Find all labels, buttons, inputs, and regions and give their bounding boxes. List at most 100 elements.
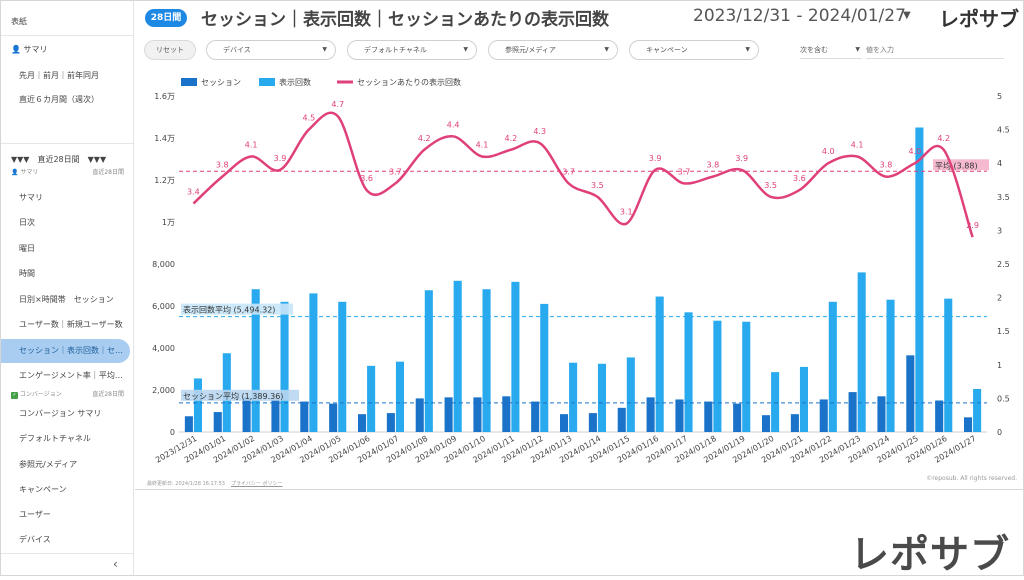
- check-icon: ✓: [11, 392, 18, 399]
- person-icon: 👤: [11, 45, 21, 54]
- filter-label: デフォルトチャネル: [364, 46, 427, 54]
- sidebar-item-engagement[interactable]: エンゲージメント率｜平均…: [1, 365, 134, 387]
- campaign-filter[interactable]: キャンペーン ▼: [629, 40, 759, 60]
- sidebar-item-sessions-pageviews[interactable]: セッション｜表示回数｜セ…: [1, 339, 130, 363]
- sidebar-group-summary: 👤 サマリ 直近28日間: [1, 167, 134, 179]
- pageviews-bar: [597, 363, 607, 432]
- ratio-data-label: 3.5: [764, 181, 777, 190]
- ratio-data-label: 3.8: [216, 161, 229, 170]
- ratio-data-label: 3.7: [562, 167, 575, 176]
- sidebar-item-compare[interactable]: 先月｜前月｜前年同月: [1, 65, 134, 87]
- sidebar-item-day-hour-sessions[interactable]: 日別×時間帯 セッション: [1, 289, 134, 311]
- brand-watermark: レポサブ: [850, 533, 1011, 578]
- chart-canvas: セッション 表示回数 セッションあたりの表示回数 0 2,000 4,000 6,000 8,…: [152, 77, 1010, 465]
- ratio-data-label: 4.2: [504, 134, 517, 143]
- sidebar-item-label: 表紙: [11, 17, 27, 26]
- filter-label: キャンペーン: [646, 46, 688, 54]
- sessions-bar: [646, 397, 655, 432]
- sidebar-item-label: コンバージョン サマリ: [19, 409, 102, 418]
- reset-button[interactable]: リセット: [144, 40, 196, 60]
- sidebar-group-label: コンバージョン: [19, 391, 62, 398]
- pageviews-bar: [395, 361, 405, 432]
- sidebar-section-28d[interactable]: ▼▼▼ 直近28日間 ▼▼▼: [1, 149, 134, 171]
- pageviews-bar: [309, 293, 318, 432]
- sessions-bar: [848, 392, 857, 432]
- sidebar-item-summary-top[interactable]: 👤 サマリ: [1, 39, 134, 61]
- sidebar-item-default-channel[interactable]: デフォルトチャネル: [1, 428, 134, 450]
- person-icon: 👤: [11, 169, 19, 176]
- sidebar-item-device[interactable]: デバイス: [1, 529, 134, 551]
- ratio-data-label: 3.1: [620, 208, 633, 217]
- pageviews-bar: [569, 362, 578, 432]
- ratio-data-label: 4.0: [822, 147, 835, 156]
- sidebar-item-label: 先月｜前月｜前年同月: [19, 71, 99, 80]
- sidebar-item-weekday[interactable]: 曜日: [1, 238, 134, 260]
- sidebar-item-six-month[interactable]: 直近６カ月間（週次）: [1, 89, 134, 111]
- y-axis-left-tick: 1万: [162, 218, 175, 227]
- sidebar-item-label: ユーザー: [19, 510, 51, 519]
- sessions-bar: [531, 401, 540, 432]
- last-updated: 最終更新日: 2024/1/28 16:17:53: [147, 481, 225, 487]
- pageviews-bar: [338, 301, 347, 432]
- privacy-link[interactable]: プライバシー ポリシー: [231, 481, 283, 487]
- ratio-data-label: 3.4: [187, 188, 200, 197]
- period-badge[interactable]: 28日間: [145, 9, 187, 27]
- sidebar-item-label: 参照元/メディア: [19, 460, 78, 469]
- y-axis-right-tick: 1.5: [997, 327, 1010, 336]
- chevron-down-icon: ▼: [463, 46, 468, 53]
- y-axis-right-tick: 5: [997, 92, 1002, 101]
- sidebar-item-campaign[interactable]: キャンペーン: [1, 479, 134, 501]
- sessions-bar: [675, 399, 684, 432]
- sidebar-item-source-medium[interactable]: 参照元/メディア: [1, 454, 134, 476]
- chevron-down-icon[interactable]: ▼: [903, 10, 911, 21]
- legend-label: セッションあたりの表示回数: [357, 77, 461, 87]
- collapse-sidebar-icon[interactable]: ‹: [113, 557, 118, 571]
- pageviews-bar: [424, 290, 433, 432]
- pageviews-bar: [973, 388, 982, 432]
- divider: [1, 143, 134, 144]
- filter-value-input[interactable]: [866, 41, 1004, 59]
- sidebar-item-label: ユーザー数｜新規ユーザー数: [19, 320, 123, 329]
- sidebar-section-label: ▼▼▼ 直近28日間 ▼▼▼: [11, 155, 107, 164]
- sidebar-item-conversion-summary[interactable]: コンバージョン サマリ: [1, 403, 134, 425]
- sidebar-item-summary[interactable]: サマリ: [1, 187, 134, 209]
- pageviews-average-label-bg: [181, 303, 293, 315]
- y-axis-left-tick: 0: [170, 428, 175, 437]
- legend-swatch: [181, 78, 197, 86]
- sidebar-item-label: デバイス: [19, 535, 51, 544]
- page-title: セッション｜表示回数｜セッションあたりの表示回数: [201, 10, 609, 30]
- sidebar-item-label: 直近６カ月間（週次）: [19, 95, 99, 104]
- sidebar-item-daily[interactable]: 日次: [1, 212, 134, 234]
- filter-label: デバイス: [223, 46, 251, 54]
- sessions-bar: [473, 397, 482, 432]
- date-range-picker[interactable]: 2023/12/31 - 2024/01/27: [693, 6, 906, 26]
- ratio-data-label: 2.9: [966, 221, 979, 230]
- ratio-data-label: 3.8: [880, 161, 893, 170]
- device-filter[interactable]: デバイス ▼: [206, 40, 336, 60]
- pageviews-bar: [857, 272, 866, 432]
- sessions-average-label-bg: [181, 389, 299, 401]
- chevron-down-icon: ▼: [745, 46, 750, 53]
- ratio-line: [192, 111, 974, 238]
- match-type-select[interactable]: 次を含む ▼: [800, 41, 862, 59]
- sessions-bar: [877, 396, 886, 432]
- source-filter[interactable]: 参照元/メディア ▼: [488, 40, 618, 60]
- pageviews-bar: [713, 320, 722, 432]
- y-axis-left-tick: 2,000: [152, 386, 175, 395]
- pageviews-bar: [511, 281, 520, 432]
- sessions-bar: [386, 413, 395, 432]
- legend-swatch: [259, 78, 275, 86]
- pageviews-bar: [742, 321, 751, 432]
- channel-filter[interactable]: デフォルトチャネル ▼: [347, 40, 477, 60]
- y-axis-right-tick: 2.5: [997, 260, 1010, 269]
- ratio-data-label: 3.7: [678, 167, 691, 176]
- sidebar-item-users[interactable]: ユーザー数｜新規ユーザー数: [1, 314, 134, 336]
- sessions-bar: [329, 403, 338, 432]
- sidebar-item-hour[interactable]: 時間: [1, 263, 134, 285]
- sidebar-item-cover[interactable]: 表紙: [1, 11, 134, 33]
- y-axis-right-tick: 1: [997, 361, 1002, 370]
- ratio-data-label: 3.6: [793, 174, 806, 183]
- sessions-bar: [790, 414, 799, 432]
- y-axis-right-tick: 3.5: [997, 193, 1010, 202]
- sidebar-item-user[interactable]: ユーザー: [1, 504, 134, 526]
